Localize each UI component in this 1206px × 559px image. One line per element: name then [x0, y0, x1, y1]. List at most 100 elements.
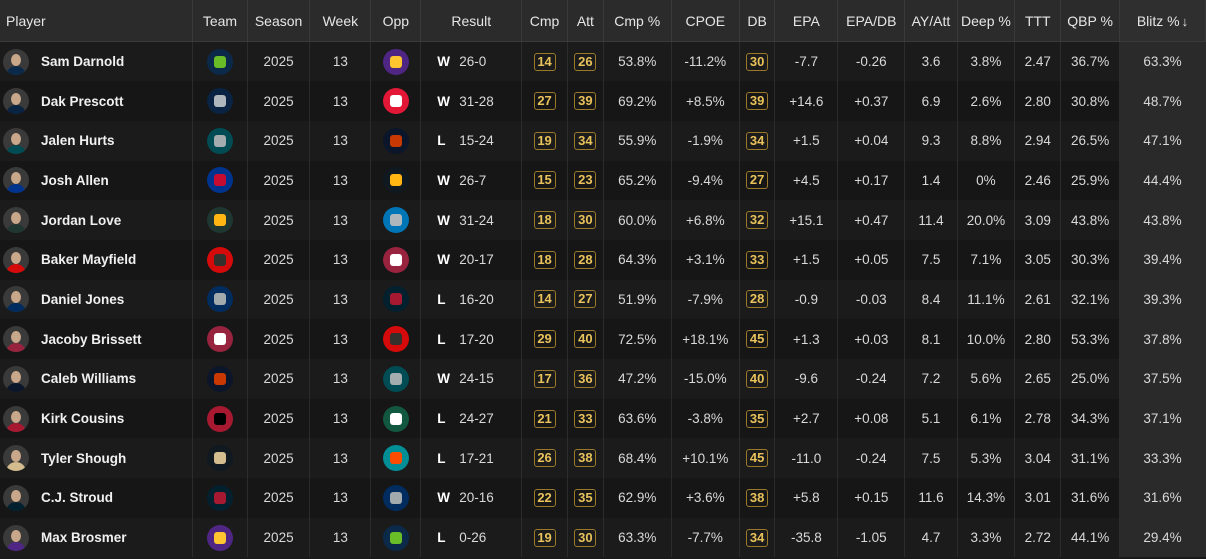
- column-header-opp[interactable]: Opp: [370, 0, 422, 42]
- epa-cell: +2.7: [774, 398, 839, 439]
- column-header-db[interactable]: DB: [739, 0, 776, 42]
- team-logo-icon: [206, 246, 233, 273]
- player-name[interactable]: Jalen Hurts: [41, 133, 115, 149]
- result-cell: L 24-27: [420, 398, 523, 439]
- att-cell: 39: [567, 81, 604, 121]
- table-row[interactable]: Daniel Jones 2025 13 L 16-20 14 27 51.9% -7.9% 28…: [0, 279, 1206, 320]
- player-cell[interactable]: C.J. Stroud: [0, 478, 194, 518]
- column-header-epa[interactable]: EPA: [774, 0, 839, 42]
- player-avatar: [3, 48, 29, 75]
- player-name[interactable]: Tyler Shough: [41, 450, 127, 466]
- table-row[interactable]: Baker Mayfield 2025 13 W 20-17 18 28 64.3% +3.1%…: [0, 239, 1206, 280]
- ay-att-cell: 8.4: [904, 279, 958, 320]
- epa-cell: -35.8: [774, 517, 839, 558]
- player-cell[interactable]: Jalen Hurts: [0, 120, 194, 161]
- player-cell[interactable]: Caleb Williams: [0, 359, 194, 399]
- logo-mark: [389, 412, 402, 425]
- column-header-qbp[interactable]: QBP %: [1060, 0, 1120, 42]
- avatar-jersey: [6, 541, 26, 551]
- att-value-badge: 28: [574, 250, 597, 269]
- table-row[interactable]: Jordan Love 2025 13 W 31-24 18 30 60.0% +6.8% 32 +…: [0, 200, 1206, 240]
- blitz-pct-cell: 37.8%: [1119, 319, 1206, 359]
- column-header-team[interactable]: Team: [192, 0, 248, 42]
- player-name[interactable]: Sam Darnold: [41, 54, 125, 70]
- table-row[interactable]: Jacoby Brissett 2025 13 L 17-20 29 40 72.5% +18.…: [0, 319, 1206, 359]
- column-header-ay-att[interactable]: AY/Att: [904, 0, 958, 42]
- team-cell: [192, 120, 248, 161]
- player-name[interactable]: Daniel Jones: [41, 291, 125, 307]
- cmp-pct-cell: 51.9%: [603, 279, 672, 320]
- player-cell[interactable]: Tyler Shough: [0, 438, 194, 479]
- player-name[interactable]: Josh Allen: [41, 172, 109, 188]
- player-name[interactable]: Dak Prescott: [41, 93, 124, 109]
- player-avatar: [3, 207, 29, 234]
- column-header-ttt[interactable]: TTT: [1014, 0, 1062, 42]
- table-row[interactable]: C.J. Stroud 2025 13 W 20-16 22 35 62.9% +3.6% 38 +…: [0, 478, 1206, 518]
- opponent-logo-icon: [382, 445, 409, 472]
- column-header-cpoe[interactable]: CPOE: [671, 0, 740, 42]
- player-name[interactable]: C.J. Stroud: [41, 490, 114, 506]
- table-row[interactable]: Jalen Hurts 2025 13 L 15-24 19 34 55.9% -1.9% 34 +…: [0, 120, 1206, 161]
- logo-mark: [213, 253, 226, 266]
- column-header-result[interactable]: Result: [420, 0, 523, 42]
- column-header-cmp[interactable]: Cmp: [521, 0, 569, 42]
- cmp-value-badge: 22: [533, 488, 556, 507]
- table-row[interactable]: Dak Prescott 2025 13 W 31-28 27 39 69.2% +8.5% 39…: [0, 81, 1206, 121]
- opponent-logo-icon: [382, 167, 409, 194]
- player-cell[interactable]: Jordan Love: [0, 200, 194, 240]
- player-cell[interactable]: Max Brosmer: [0, 517, 194, 558]
- column-header-epa-db[interactable]: EPA/DB: [837, 0, 906, 42]
- ay-att-cell: 7.2: [904, 359, 958, 399]
- avatar-jersey: [6, 263, 26, 273]
- player-name[interactable]: Jacoby Brissett: [41, 331, 142, 347]
- avatar-face: [11, 291, 21, 304]
- result-cell: W 26-0: [420, 41, 523, 82]
- player-cell[interactable]: Daniel Jones: [0, 279, 194, 320]
- table-row[interactable]: Tyler Shough 2025 13 L 17-21 26 38 68.4% +10.1% 4…: [0, 438, 1206, 479]
- logo-mark: [213, 134, 226, 147]
- player-name[interactable]: Max Brosmer: [41, 530, 127, 546]
- player-cell[interactable]: Dak Prescott: [0, 81, 194, 121]
- table-row[interactable]: Max Brosmer 2025 13 L 0-26 19 30 63.3% -7.7% 34 -3…: [0, 517, 1206, 558]
- qbp-pct-cell: 30.8%: [1060, 81, 1120, 121]
- column-header-season[interactable]: Season: [247, 0, 311, 42]
- player-cell[interactable]: Josh Allen: [0, 160, 194, 201]
- cmp-value-badge: 14: [533, 52, 556, 71]
- player-cell[interactable]: Baker Mayfield: [0, 239, 194, 280]
- column-header-week[interactable]: Week: [309, 0, 372, 42]
- att-cell: 33: [567, 398, 604, 439]
- ay-att-cell: 8.1: [904, 319, 958, 359]
- avatar-face: [11, 132, 21, 145]
- column-header-cmp[interactable]: Cmp %: [603, 0, 672, 42]
- table-row[interactable]: Caleb Williams 2025 13 W 24-15 17 36 47.2% -15.0…: [0, 359, 1206, 399]
- qbp-pct-cell: 34.3%: [1060, 398, 1120, 439]
- table-row[interactable]: Josh Allen 2025 13 W 26-7 15 23 65.2% -9.4% 27 +4.…: [0, 160, 1206, 201]
- db-cell: 28: [739, 279, 776, 320]
- table-row[interactable]: Kirk Cousins 2025 13 L 24-27 21 33 63.6% -3.8% 35…: [0, 398, 1206, 439]
- table-row[interactable]: Sam Darnold 2025 13 W 26-0 14 26 53.8% -11.2% 30-…: [0, 41, 1206, 82]
- column-header-blitz[interactable]: Blitz % ↓: [1119, 0, 1206, 42]
- att-value-badge: 30: [574, 528, 597, 547]
- epa-db-cell: -1.05: [837, 517, 906, 558]
- game-score: 20-16: [459, 490, 494, 506]
- logo-mark: [213, 412, 226, 425]
- qbp-pct-cell: 32.1%: [1060, 279, 1120, 320]
- ttt-cell: 3.09: [1014, 200, 1062, 240]
- opponent-logo-icon: [382, 127, 409, 154]
- logo-mark: [389, 55, 402, 68]
- player-name[interactable]: Kirk Cousins: [41, 411, 125, 427]
- column-header-player[interactable]: Player: [0, 0, 194, 42]
- player-cell[interactable]: Kirk Cousins: [0, 398, 194, 439]
- player-name[interactable]: Caleb Williams: [41, 371, 137, 387]
- team-logo-icon: [206, 445, 233, 472]
- epa-db-cell: -0.03: [837, 279, 906, 320]
- avatar-face: [11, 53, 21, 66]
- player-name[interactable]: Baker Mayfield: [41, 252, 137, 268]
- player-name[interactable]: Jordan Love: [41, 212, 122, 228]
- column-header-deep[interactable]: Deep %: [957, 0, 1016, 42]
- player-cell[interactable]: Sam Darnold: [0, 41, 194, 82]
- week-cell: 13: [309, 279, 372, 320]
- player-cell[interactable]: Jacoby Brissett: [0, 319, 194, 359]
- column-header-att[interactable]: Att: [567, 0, 604, 42]
- blitz-pct-cell: 63.3%: [1119, 41, 1206, 82]
